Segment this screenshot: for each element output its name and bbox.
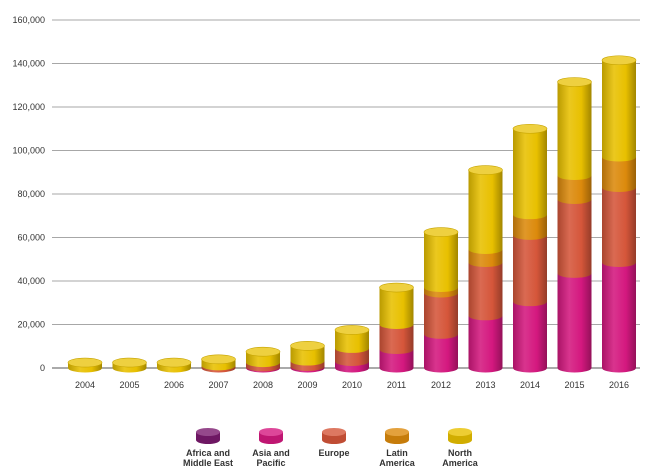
legend-label: Pacific xyxy=(256,458,285,468)
bar-top-cap xyxy=(201,354,236,365)
bar-segment xyxy=(602,157,636,192)
bar-stack-2016 xyxy=(601,55,637,373)
legend-swatch-cap xyxy=(385,428,409,436)
bar-segment xyxy=(424,334,458,373)
bar-stack-2006 xyxy=(156,357,192,373)
y-tick-label: 120,000 xyxy=(12,102,45,112)
x-tick-label: 2009 xyxy=(297,380,317,390)
bar-segment xyxy=(379,349,414,373)
bar-top-cap xyxy=(423,227,459,237)
bar-segment xyxy=(290,345,325,366)
bar-segment xyxy=(468,170,503,254)
x-tick-label: 2013 xyxy=(475,380,495,390)
bar-segment xyxy=(557,175,592,204)
bar-stack-2009 xyxy=(290,341,325,373)
bar-segment xyxy=(424,292,458,339)
y-tick-label: 0 xyxy=(40,363,45,373)
bar-segment xyxy=(424,232,458,293)
legend-label: Asia and xyxy=(252,448,290,458)
legend-swatch-cap xyxy=(259,428,283,436)
bar-top-cap xyxy=(557,77,592,87)
x-tick-label: 2007 xyxy=(208,380,228,390)
bar-top-cap xyxy=(112,357,147,368)
bar-segment xyxy=(557,199,592,278)
bar-stack-2014 xyxy=(512,123,548,373)
bar-stack-2007 xyxy=(201,354,236,373)
bar-stack-2015 xyxy=(557,77,592,373)
y-tick-label: 60,000 xyxy=(17,233,45,243)
legend-item: Europe xyxy=(318,428,350,458)
y-tick-label: 140,000 xyxy=(12,59,45,69)
bar-segment xyxy=(602,262,636,373)
bar-segment xyxy=(468,249,503,268)
x-tick-label: 2016 xyxy=(609,380,629,390)
legend-swatch-cap xyxy=(322,428,346,436)
bar-stack-2010 xyxy=(334,325,370,373)
bar-stack-2012 xyxy=(423,227,459,373)
legend-label: Europe xyxy=(318,448,349,458)
bar-segment xyxy=(513,235,547,307)
x-tick-label: 2010 xyxy=(342,380,362,390)
legend-label: Middle East xyxy=(183,458,233,468)
bar-top-cap xyxy=(290,341,325,351)
x-tick-label: 2011 xyxy=(387,380,406,390)
y-tick-label: 80,000 xyxy=(17,189,45,199)
legend-swatch-cap xyxy=(448,428,472,436)
bar-top-cap xyxy=(334,325,370,335)
grid-lines xyxy=(52,19,640,369)
x-tick-label: 2008 xyxy=(253,380,273,390)
bar-segment xyxy=(513,128,547,220)
bar-top-cap xyxy=(67,357,103,368)
legend-label: America xyxy=(379,458,416,468)
bar-segment xyxy=(513,214,547,240)
y-tick-label: 20,000 xyxy=(17,320,45,330)
bar-stack-2004 xyxy=(67,357,103,373)
bar-stack-2013 xyxy=(468,165,503,373)
bar-stack-2011 xyxy=(379,282,414,373)
y-axis-ticks: 0 20,000 40,000 60,000 80,000 100,000 120,000 1… xyxy=(12,15,45,373)
plot-area xyxy=(67,55,637,373)
legend-label: Africa and xyxy=(186,448,230,458)
y-tick-label: 160,000 xyxy=(12,15,45,25)
legend-label: North xyxy=(448,448,472,458)
bar-segment xyxy=(602,60,636,162)
bar-segment xyxy=(335,329,369,353)
bar-segment xyxy=(468,262,503,321)
bar-segment xyxy=(513,301,547,373)
y-tick-label: 40,000 xyxy=(17,276,45,286)
bar-segment xyxy=(335,348,369,366)
bar-segment xyxy=(379,324,414,355)
bar-top-cap xyxy=(245,346,281,357)
bar-top-cap xyxy=(601,55,637,66)
bar-top-cap xyxy=(468,165,503,175)
legend-label: America xyxy=(442,458,479,468)
bar-segment xyxy=(602,187,636,268)
x-tick-label: 2006 xyxy=(164,380,184,390)
bar-segment xyxy=(557,273,592,373)
bar-stack-2005 xyxy=(112,357,147,373)
bar-stack-2008 xyxy=(245,346,281,373)
bar-segment xyxy=(557,81,592,181)
bar-segment xyxy=(468,315,503,373)
x-tick-label: 2014 xyxy=(520,380,540,390)
x-tick-label: 2012 xyxy=(431,380,451,390)
bar-top-cap xyxy=(512,123,548,134)
bar-segment xyxy=(379,287,414,329)
x-tick-label: 2005 xyxy=(119,380,139,390)
legend-label: Latin xyxy=(386,448,408,458)
bar-top-cap xyxy=(379,282,414,293)
x-axis-ticks: 2004 2005 2006 2007 2008 2009 2010 2011 2012 2013… xyxy=(75,380,629,390)
x-tick-label: 2015 xyxy=(564,380,584,390)
y-tick-label: 100,000 xyxy=(12,146,45,156)
x-tick-label: 2004 xyxy=(75,380,95,390)
legend-swatch-cap xyxy=(196,428,220,436)
bar-top-cap xyxy=(156,357,192,368)
